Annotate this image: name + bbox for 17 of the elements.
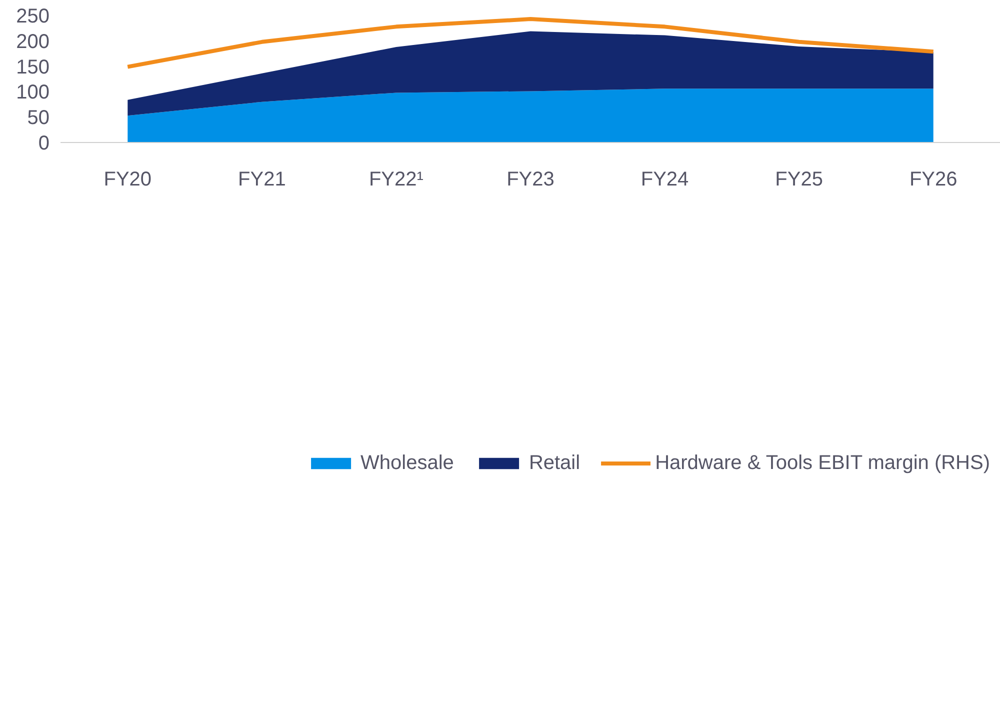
y-tick-label: 200 (16, 30, 50, 53)
y-tick-label: 0 (38, 132, 50, 154)
x-tick-label: FY25 (775, 168, 823, 190)
x-tick-label: FY26 (909, 168, 958, 190)
x-tick-label: FY24 (640, 168, 689, 190)
y-tick-label: 100 (16, 82, 50, 104)
legend-label: Hardware & Tools EBIT margin (RHS) (655, 452, 990, 474)
x-tick-label: FY20 (104, 168, 152, 190)
x-tick-label: FY22¹ (368, 168, 424, 190)
y-tick-label: 50 (27, 107, 50, 130)
legend-label: Wholesale (360, 452, 454, 474)
x-tick-label: FY23 (506, 168, 554, 190)
line-series (126, 17, 936, 69)
legend-label: Retail (528, 452, 580, 474)
y-tick-label: 250 (16, 6, 50, 28)
x-tick-label: FY21 (238, 168, 286, 190)
y-tick-label: 150 (16, 56, 50, 78)
